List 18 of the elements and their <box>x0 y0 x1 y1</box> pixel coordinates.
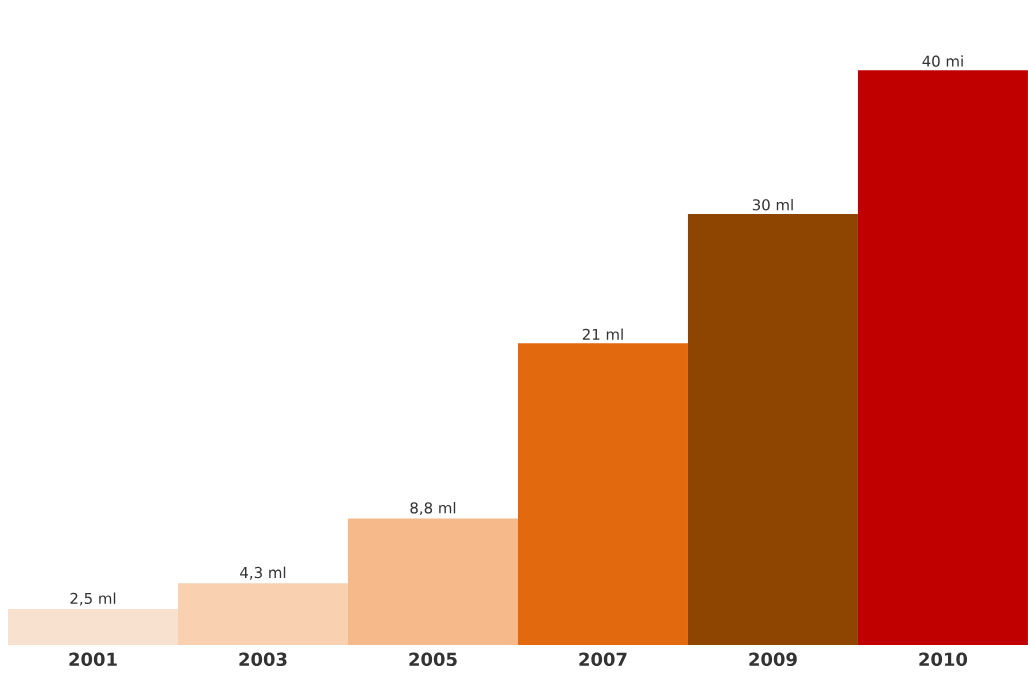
x-tick-label: 2009 <box>749 652 797 667</box>
x-tick-label: 2001 <box>69 652 117 667</box>
x-tick-label: 2010 <box>919 652 968 667</box>
bar <box>687 214 858 645</box>
data-label: 21 ml <box>582 328 623 340</box>
data-label: 40 mi <box>922 55 963 67</box>
bar <box>517 343 688 645</box>
bar <box>857 70 1028 645</box>
data-label: 4,3 ml <box>240 566 286 580</box>
bar <box>177 583 348 645</box>
x-tick-label: 2005 <box>409 652 457 667</box>
data-label: 30 ml <box>752 198 793 211</box>
x-tick-label: 2007 <box>579 652 627 667</box>
data-label: 2,5 ml <box>70 592 116 606</box>
x-tick-label: 2003 <box>239 652 287 667</box>
bar <box>347 518 518 645</box>
data-label: 8,8 ml <box>410 501 456 516</box>
bar <box>8 609 178 645</box>
